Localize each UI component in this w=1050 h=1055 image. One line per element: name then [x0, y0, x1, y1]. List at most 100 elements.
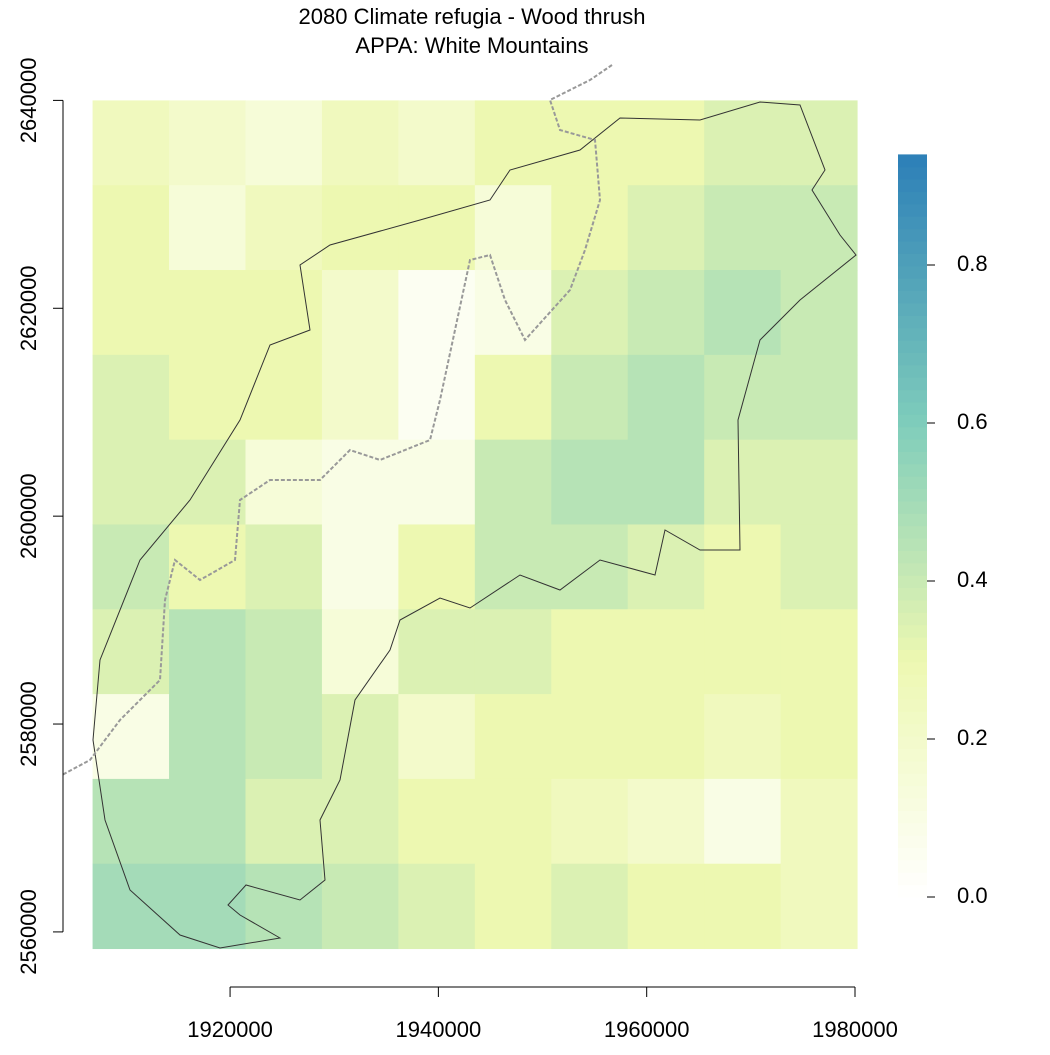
colorbar-strip: [898, 760, 927, 774]
raster-cell: [551, 270, 629, 356]
raster-cell: [551, 609, 629, 695]
colorbar-strip: [898, 822, 927, 836]
raster-cell: [474, 270, 552, 356]
raster-cell: [245, 354, 323, 441]
raster-cell: [704, 863, 782, 950]
raster-cell: [169, 100, 246, 186]
raster-cell: [474, 524, 552, 610]
raster-cell: [245, 439, 323, 525]
x-tick-label: 1920000: [187, 1017, 273, 1042]
colorbar-strip: [898, 179, 927, 193]
colorbar-strip: [898, 686, 927, 700]
raster-cell: [92, 863, 170, 950]
raster-cell: [627, 863, 705, 950]
colorbar-strip: [898, 723, 927, 737]
colorbar-strip: [898, 216, 927, 230]
raster-cell: [474, 185, 552, 271]
colorbar-strip: [898, 352, 927, 366]
colorbar-strip: [898, 426, 927, 440]
colorbar-strip: [898, 698, 927, 712]
colorbar-strip: [898, 612, 927, 626]
raster-cell: [169, 778, 246, 865]
raster-cell: [398, 185, 476, 271]
raster-cell: [780, 778, 858, 865]
raster-cell: [780, 100, 858, 186]
raster-cell: [551, 439, 629, 525]
raster-cell: [627, 100, 705, 186]
axes: 1920000 1940000 1960000 1980000 2560000 25800…: [16, 58, 898, 1042]
raster-cell: [551, 863, 629, 950]
colorbar: 0.0 0.2 0.4 0.6 0.8: [898, 154, 988, 908]
raster-cell: [704, 439, 782, 525]
raster-cell: [169, 185, 246, 271]
raster-cell: [627, 439, 705, 525]
colorbar-strip: [898, 661, 927, 675]
colorbar-strip: [898, 810, 927, 824]
raster-cell: [780, 524, 858, 610]
colorbar-strip: [898, 550, 927, 564]
colorbar-strip: [898, 265, 927, 279]
colorbar-tick-label: 0.2: [957, 725, 988, 750]
raster-cell: [704, 185, 782, 271]
raster-cell: [398, 863, 476, 950]
colorbar-strip: [898, 154, 927, 168]
chart-title: 2080 Climate refugia - Wood thrush: [299, 4, 646, 29]
raster-cell: [245, 270, 323, 356]
x-tick-label: 1960000: [604, 1017, 690, 1042]
raster-cell: [321, 863, 399, 950]
raster-cell: [169, 439, 246, 525]
colorbar-strip: [898, 835, 927, 848]
raster-cell: [627, 354, 705, 441]
colorbar-strip: [898, 624, 927, 638]
colorbar-strip: [898, 203, 927, 217]
y-tick-label: 2560000: [16, 889, 41, 975]
raster-cell: [92, 354, 170, 441]
colorbar-strip: [898, 736, 927, 749]
raster-cell: [780, 863, 858, 950]
colorbar-strip: [898, 439, 927, 452]
raster-cell: [704, 694, 782, 780]
raster-cell: [551, 354, 629, 441]
colorbar-strip: [898, 278, 927, 292]
x-tick-label: 1980000: [812, 1017, 898, 1042]
raster-cell: [474, 439, 552, 525]
colorbar-strip: [898, 451, 927, 465]
colorbar-strip: [898, 476, 927, 490]
raster-cell: [627, 270, 705, 356]
colorbar-strip: [898, 575, 927, 589]
colorbar-strip: [898, 401, 927, 415]
colorbar-strip: [898, 191, 927, 205]
raster-cell: [398, 524, 476, 610]
colorbar-strip: [898, 637, 927, 650]
raster-cell: [398, 354, 476, 441]
raster-cell: [474, 694, 552, 780]
colorbar-strip: [898, 166, 927, 180]
appa-boundary: [92, 101, 857, 949]
raster-cell: [474, 778, 552, 865]
raster-cell: [92, 524, 170, 610]
raster-cell: [627, 694, 705, 780]
colorbar-strip: [898, 228, 927, 242]
raster-cell: [474, 354, 552, 441]
raster-cell: [398, 609, 476, 695]
raster-cell: [780, 185, 858, 271]
colorbar-strip: [898, 414, 927, 428]
raster-cell: [704, 354, 782, 441]
colorbar-strip: [898, 327, 927, 341]
raster-cell: [704, 100, 782, 186]
raster-cell: [92, 439, 170, 525]
raster-cell: [398, 270, 476, 356]
raster-cell: [321, 270, 399, 356]
raster-cell: [245, 100, 323, 186]
colorbar-strip: [898, 797, 927, 811]
colorbar-strip: [898, 525, 927, 539]
raster-cell: [321, 778, 399, 865]
colorbar-tick-label: 0.8: [957, 251, 988, 276]
raster-cell: [321, 354, 399, 441]
raster-cell: [245, 863, 323, 950]
raster-cell: [780, 354, 858, 441]
raster-cell: [398, 694, 476, 780]
raster-cell: [245, 778, 323, 865]
raster-cell: [398, 778, 476, 865]
